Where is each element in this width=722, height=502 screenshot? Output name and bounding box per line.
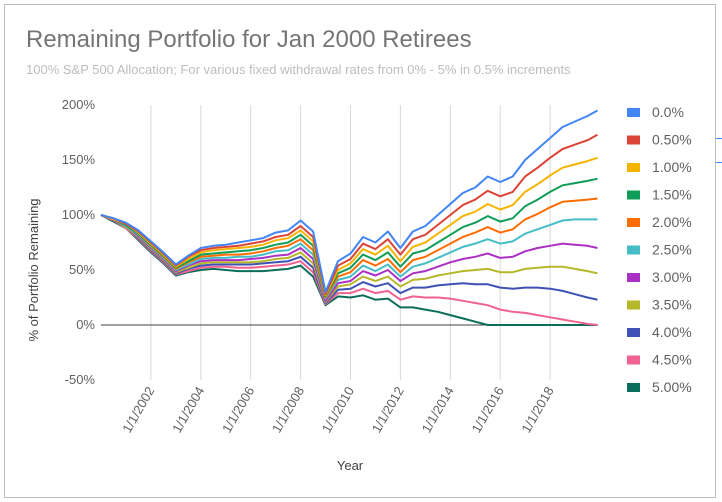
x-axis-title: Year bbox=[337, 458, 364, 473]
series-line[interactable] bbox=[100, 177, 598, 298]
series-line[interactable] bbox=[100, 214, 598, 300]
chart-frame bbox=[4, 4, 716, 498]
y-tick-label: 100% bbox=[62, 207, 96, 222]
legend-label: 2.00% bbox=[652, 214, 692, 230]
legend-label: 3.50% bbox=[652, 297, 692, 313]
legend-label: 2.50% bbox=[652, 242, 692, 258]
x-tick-label: 1/1/2012 bbox=[369, 384, 407, 435]
legend-label: 3.00% bbox=[652, 269, 692, 285]
legend-label: 0.50% bbox=[652, 132, 692, 148]
y-tick-label: 150% bbox=[62, 152, 96, 167]
legend-label: 1.00% bbox=[652, 159, 692, 175]
series-line[interactable] bbox=[100, 109, 598, 293]
legend-label: 0.0% bbox=[652, 104, 684, 120]
x-tick-label: 1/1/2002 bbox=[119, 384, 157, 435]
x-tick-label: 1/1/2016 bbox=[468, 384, 506, 435]
gridlines bbox=[150, 105, 551, 380]
legend-swatch bbox=[627, 245, 640, 255]
series-line[interactable] bbox=[100, 214, 598, 302]
y-tick-label: -50% bbox=[65, 372, 96, 387]
series-line[interactable] bbox=[100, 214, 598, 326]
legend-label: 1.50% bbox=[652, 187, 692, 203]
x-tick-label: 1/1/2014 bbox=[419, 384, 457, 435]
legend-swatch bbox=[627, 383, 640, 392]
series-line[interactable] bbox=[100, 214, 598, 303]
chart-title: Remaining Portfolio for Jan 2000 Retiree… bbox=[26, 26, 472, 53]
chart-subtitle: 100% S&P 500 Allocation; For various fix… bbox=[26, 62, 571, 77]
legend-swatch bbox=[627, 163, 640, 172]
x-tick-label: 1/1/2006 bbox=[219, 384, 257, 435]
legend-swatch bbox=[627, 218, 640, 227]
legend-swatch bbox=[627, 108, 640, 117]
y-tick-label: 200% bbox=[62, 97, 96, 112]
y-axis-title: % of Portfolio Remaining bbox=[26, 198, 41, 341]
legend-swatch bbox=[627, 355, 640, 365]
legend: 0.0% 0.50% 1.00% 1.50% 2.00% 2.50% 3.00% 3.50% 4… bbox=[627, 104, 692, 395]
x-tick-label: 1/1/2004 bbox=[169, 384, 207, 435]
y-axis-ticks: -50% 0% 50% 100% 150% 200% bbox=[62, 97, 96, 387]
legend-label: 4.00% bbox=[652, 324, 692, 340]
resize-handle-top[interactable] bbox=[716, 138, 722, 139]
legend-label: 4.50% bbox=[652, 352, 692, 368]
series-line[interactable] bbox=[100, 156, 598, 297]
x-tick-label: 1/1/2010 bbox=[319, 384, 357, 435]
x-tick-label: 1/1/2018 bbox=[518, 384, 556, 435]
legend-swatch bbox=[627, 135, 640, 145]
series-line[interactable] bbox=[100, 214, 598, 304]
legend-label: 5.00% bbox=[652, 379, 692, 395]
legend-swatch bbox=[627, 273, 640, 282]
legend-swatch bbox=[627, 190, 640, 200]
y-tick-label: 0% bbox=[76, 317, 95, 332]
x-tick-label: 1/1/2008 bbox=[269, 384, 307, 435]
legend-swatch bbox=[627, 300, 640, 310]
legend-swatch bbox=[627, 328, 640, 337]
resize-handle-bottom[interactable] bbox=[716, 162, 722, 163]
series-line[interactable] bbox=[100, 214, 598, 326]
y-tick-label: 50% bbox=[69, 262, 95, 277]
series-lines bbox=[100, 109, 598, 326]
series-line[interactable] bbox=[100, 197, 598, 299]
x-axis-ticks: 1/1/2002 1/1/2004 1/1/2006 1/1/2008 1/1/2010… bbox=[119, 384, 556, 435]
